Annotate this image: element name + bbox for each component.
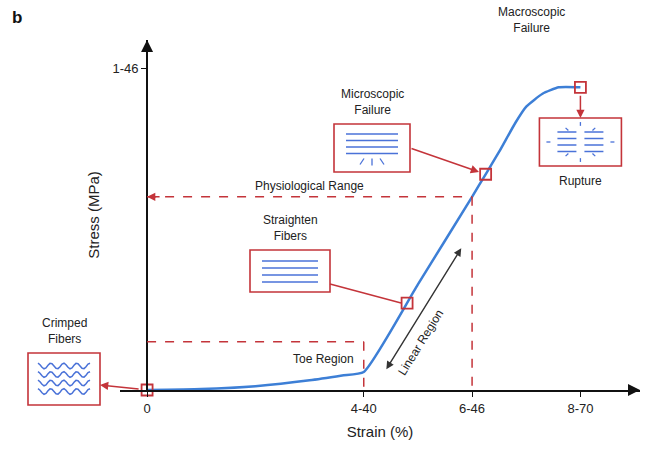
- svg-text:Toe Region: Toe Region: [293, 352, 354, 366]
- svg-text:MacroscopicFailure: MacroscopicFailure: [498, 5, 565, 35]
- svg-text:8-70: 8-70: [567, 401, 593, 416]
- svg-text:Strain (%): Strain (%): [347, 423, 414, 440]
- svg-text:Physiological Range: Physiological Range: [255, 179, 364, 193]
- svg-text:Stress (MPa): Stress (MPa): [85, 171, 102, 259]
- svg-text:4-40: 4-40: [351, 401, 377, 416]
- svg-text:Linear Region: Linear Region: [395, 307, 446, 378]
- svg-text:1-46: 1-46: [112, 61, 138, 76]
- svg-text:Rupture: Rupture: [559, 174, 602, 188]
- svg-text:6-46: 6-46: [459, 401, 485, 416]
- svg-text:CrimpedFibers: CrimpedFibers: [42, 316, 87, 346]
- svg-text:MicroscopicFailure: MicroscopicFailure: [341, 87, 404, 117]
- svg-text:b: b: [12, 8, 22, 27]
- svg-text:StraightenFibers: StraightenFibers: [263, 213, 318, 243]
- svg-text:0: 0: [143, 401, 150, 416]
